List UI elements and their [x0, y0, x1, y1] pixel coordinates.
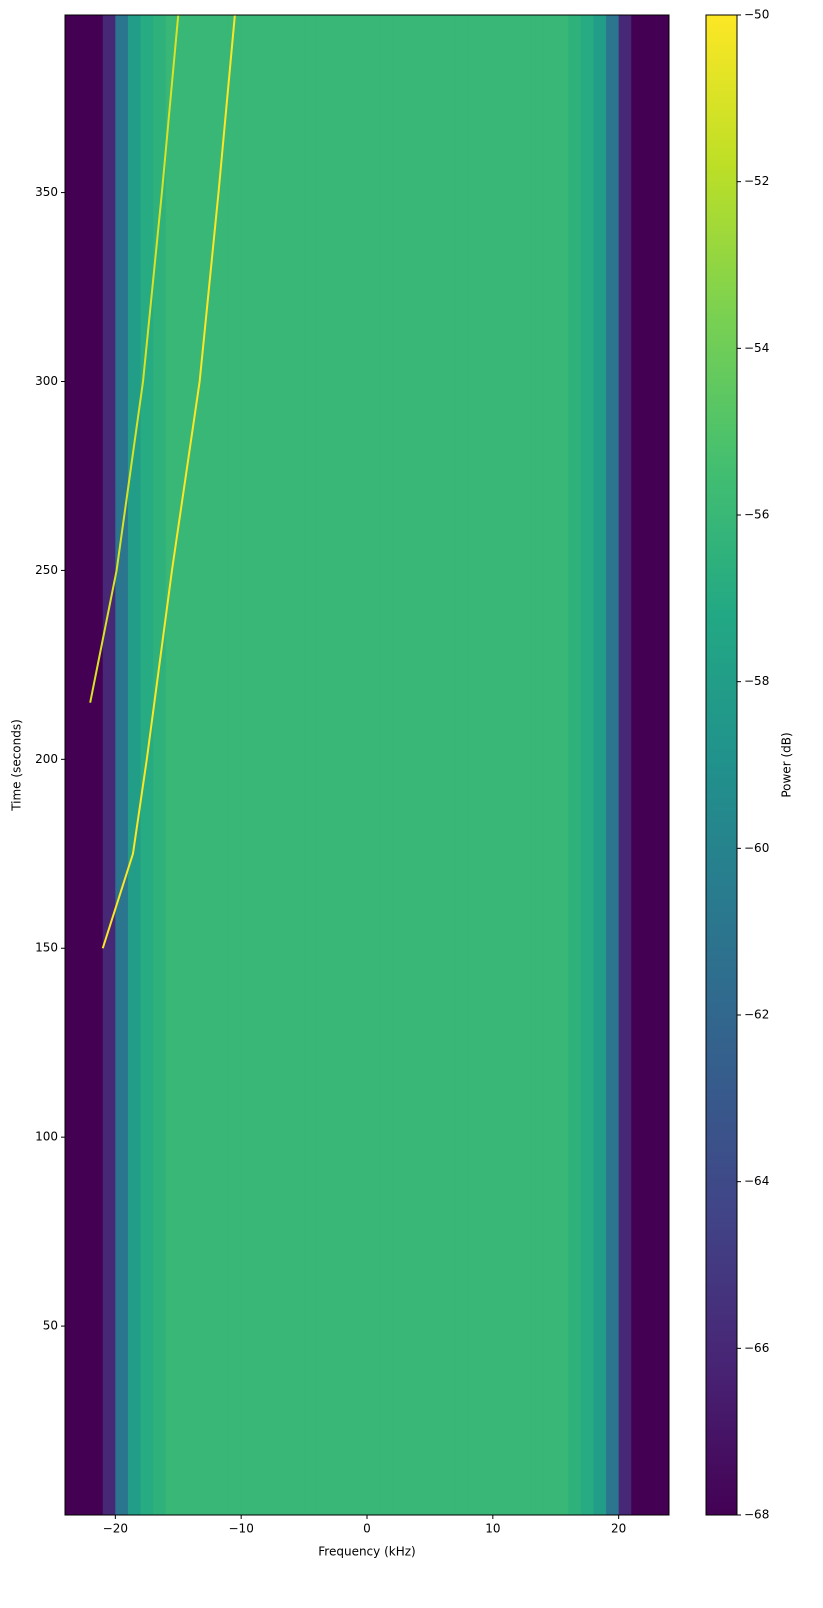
spectrogram-column — [165, 15, 179, 1515]
spectrogram-column — [304, 15, 318, 1515]
colorbar — [705, 14, 738, 1516]
spectrogram-column — [354, 15, 368, 1515]
spectrogram-column — [555, 15, 569, 1515]
x-tick-label: −20 — [103, 1522, 128, 1536]
spectrogram-column — [291, 15, 305, 1515]
spectrogram-column — [492, 15, 506, 1515]
spectrogram-column — [467, 15, 481, 1515]
spectrogram-column — [115, 15, 129, 1515]
spectrogram-column — [530, 15, 544, 1515]
spectrogram-column — [505, 15, 519, 1515]
spectrogram-column — [367, 15, 381, 1515]
spectrogram-column — [228, 15, 242, 1515]
signal-trace — [89, 14, 180, 703]
y-tick-label: 350 — [35, 185, 58, 199]
colorbar-tick-label: −56 — [744, 508, 769, 522]
colorbar-tick-label: −58 — [744, 674, 769, 688]
colorbar-label: Power (dB) — [780, 732, 794, 797]
spectrogram-column — [442, 15, 456, 1515]
x-axis-label: Frequency (kHz) — [318, 1545, 415, 1559]
x-tick-label: 10 — [485, 1522, 500, 1536]
signal-trace — [101, 14, 236, 949]
x-tick-label: 20 — [611, 1522, 626, 1536]
x-tick-label: 0 — [363, 1522, 371, 1536]
spectrogram-column — [316, 15, 330, 1515]
spectrogram-column — [216, 15, 230, 1515]
spectrogram-column — [140, 15, 154, 1515]
spectrogram-column — [656, 15, 670, 1515]
spectrogram-column — [203, 15, 217, 1515]
spectrogram-column — [543, 15, 557, 1515]
spectrogram-column — [266, 15, 280, 1515]
spectrogram-column — [643, 15, 657, 1515]
colorbar-tick-label: −50 — [744, 8, 769, 22]
spectrogram-column — [417, 15, 431, 1515]
colorbar-tick-label: −68 — [744, 1508, 769, 1522]
spectrogram-column — [341, 15, 355, 1515]
spectrogram-column — [178, 15, 192, 1515]
spectrogram-column — [568, 15, 582, 1515]
colorbar-tick-label: −66 — [744, 1341, 769, 1355]
colorbar-tick-label: −64 — [744, 1174, 769, 1188]
spectrogram-column — [392, 15, 406, 1515]
spectrogram-column — [65, 15, 79, 1515]
spectrogram-column — [153, 15, 167, 1515]
spectrogram-column — [329, 15, 343, 1515]
spectrogram-column — [429, 15, 443, 1515]
spectrogram-column — [593, 15, 607, 1515]
spectrogram-column — [606, 15, 620, 1515]
spectrogram-column — [190, 15, 204, 1515]
spectrogram-column — [404, 15, 418, 1515]
spectrogram-column — [480, 15, 494, 1515]
spectrogram-column — [90, 15, 104, 1515]
y-tick-label: 250 — [35, 563, 58, 577]
y-tick-label: 100 — [35, 1130, 58, 1144]
spectrogram-column — [253, 15, 267, 1515]
y-tick-label: 200 — [35, 752, 58, 766]
spectrogram-column — [278, 15, 292, 1515]
spectrogram-column — [518, 15, 532, 1515]
spectrogram-column — [77, 15, 91, 1515]
colorbar-tick-label: −60 — [744, 841, 769, 855]
colorbar-tick-label: −62 — [744, 1008, 769, 1022]
x-tick-label: −10 — [229, 1522, 254, 1536]
spectrogram-column — [580, 15, 594, 1515]
spectrogram-column — [102, 15, 116, 1515]
spectrogram-column — [618, 15, 632, 1515]
colorbar-tick-label: −54 — [744, 341, 769, 355]
y-tick-label: 300 — [35, 374, 58, 388]
colorbar-tick-label: −52 — [744, 174, 769, 188]
y-tick-label: 150 — [35, 941, 58, 955]
y-tick-label: 50 — [43, 1319, 58, 1333]
spectrogram-column — [127, 15, 141, 1515]
spectrogram-column — [241, 15, 255, 1515]
y-axis-label: Time (seconds) — [10, 719, 24, 812]
spectrogram-column — [631, 15, 645, 1515]
spectrogram-column — [455, 15, 469, 1515]
spectrogram-column — [379, 15, 393, 1515]
